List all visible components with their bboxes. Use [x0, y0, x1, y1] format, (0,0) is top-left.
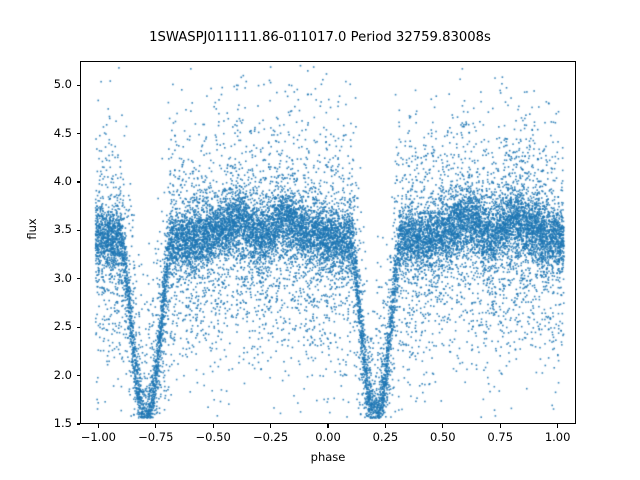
x-tick-mark [97, 424, 99, 428]
y-tick-label: 3.5 [53, 222, 72, 237]
plot-axes [80, 61, 576, 424]
x-tick-mark [327, 424, 329, 428]
x-tick-label: 0.75 [487, 430, 514, 444]
x-tick-label: 0.25 [372, 430, 399, 444]
y-tick-mark [76, 375, 80, 377]
page-title: 1SWASPJ011111.86-011017.0 Period 32759.8… [149, 30, 491, 45]
y-tick-mark [76, 84, 80, 86]
x-axis-label: phase [310, 450, 346, 464]
x-tick-mark [155, 424, 157, 428]
y-tick-label: 2.0 [53, 367, 72, 382]
x-tick-label: −0.25 [252, 430, 289, 444]
y-tick-mark [76, 229, 80, 231]
x-tick-label: −1.00 [80, 430, 116, 444]
x-tick-label: −0.50 [195, 430, 231, 444]
y-tick-label: 4.5 [53, 125, 72, 140]
y-tick-label: 1.5 [53, 416, 72, 430]
y-tick-mark [76, 133, 80, 135]
x-tick-mark [442, 424, 444, 428]
y-tick-label: 2.5 [53, 319, 72, 334]
y-tick-label: 5.0 [53, 77, 72, 92]
y-tick-mark [76, 423, 80, 425]
y-tick-mark [76, 278, 80, 280]
x-tick-mark [384, 424, 386, 428]
x-tick-label: 0.50 [430, 430, 456, 444]
x-tick-label: 0.00 [315, 430, 341, 444]
y-tick-mark [76, 181, 80, 183]
x-tick-mark [270, 424, 272, 428]
scatter-plot-canvas [81, 62, 575, 423]
x-tick-mark [499, 424, 501, 428]
y-tick-label: 3.0 [53, 270, 72, 285]
x-tick-label: 1.00 [544, 430, 571, 444]
x-tick-label: −0.75 [138, 430, 174, 444]
y-tick-mark [76, 326, 80, 328]
x-tick-mark [557, 424, 559, 428]
x-tick-mark [212, 424, 214, 428]
y-tick-label: 4.0 [53, 174, 72, 188]
